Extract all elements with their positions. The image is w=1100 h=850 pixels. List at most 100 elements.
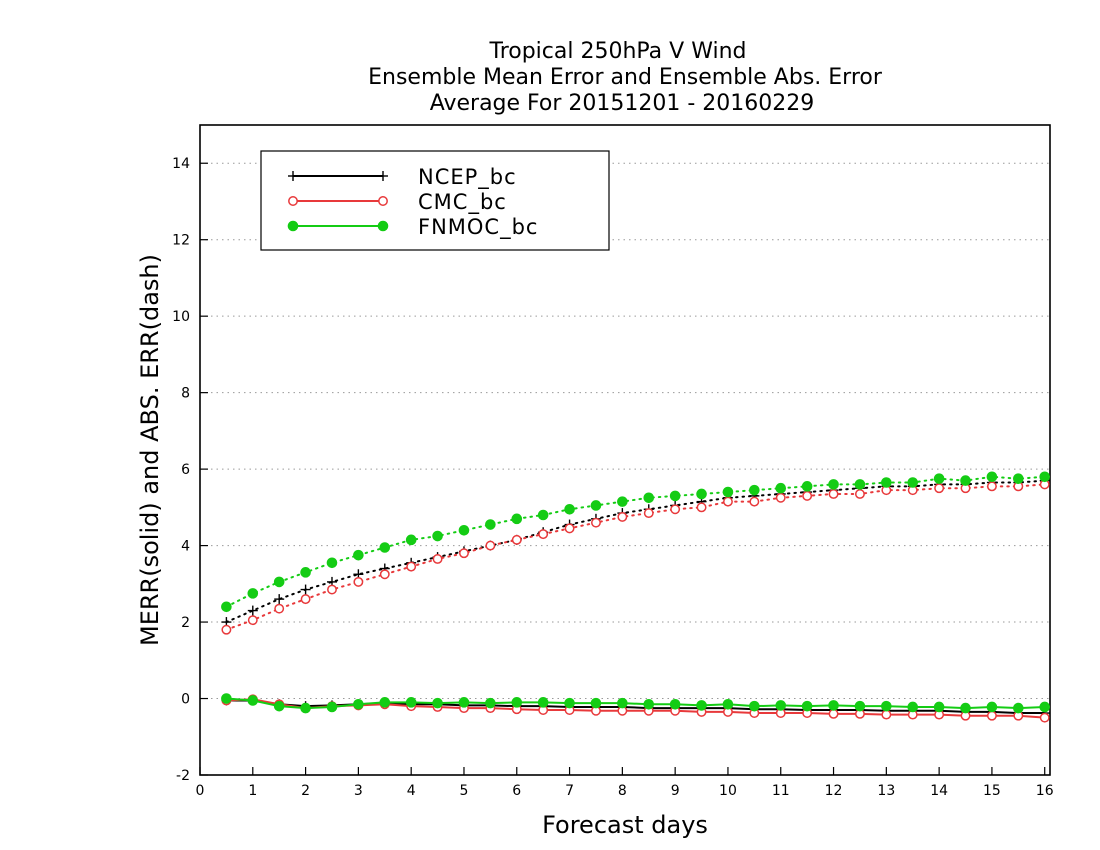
merr-point: [881, 709, 892, 720]
abs-err-point: [379, 569, 390, 580]
abs-err-point: [933, 473, 945, 484]
abs-err-point: [273, 576, 285, 588]
merr-point: [1013, 702, 1024, 714]
y-tick-label: 14: [172, 156, 190, 172]
merr-point: [854, 700, 866, 712]
legend-marker: [287, 220, 299, 232]
chart-title: Tropical 250hPa V Wind Ensemble Mean Err…: [368, 39, 883, 116]
abs-err-point: [591, 517, 601, 528]
abs-err-point: [353, 549, 364, 561]
abs-err-point: [828, 489, 839, 499]
abs-err-point: [881, 477, 892, 488]
abs-err-point: [723, 496, 733, 507]
abs-err-point: [511, 513, 523, 525]
merr-point: [828, 700, 839, 711]
merr-point: [326, 701, 338, 713]
merr-point: [828, 708, 839, 719]
abs-err-point: [406, 561, 417, 572]
abs-err-point: [934, 483, 945, 494]
y-axis-label: MERR(solid) and ABS. ERR(dash): [136, 254, 164, 646]
merr-point: [669, 698, 681, 710]
merr-point: [907, 701, 919, 713]
abs-err-line-ncep-bc: [225, 479, 1046, 624]
merr-point: [986, 701, 998, 713]
abs-err-point: [696, 488, 707, 500]
abs-err-point: [643, 508, 654, 519]
abs-err-point: [274, 594, 285, 605]
merr-point: [405, 697, 417, 708]
y-tick-label: 6: [181, 462, 190, 478]
abs-err-point: [986, 481, 997, 492]
merr-point: [590, 697, 602, 709]
abs-err-point: [617, 496, 628, 507]
abs-err-point: [1013, 473, 1024, 484]
abs-err-point: [617, 511, 628, 522]
y-tick-label: 0: [181, 692, 190, 708]
abs-err-point: [247, 588, 259, 599]
merr-point: [247, 695, 259, 706]
merr-point: [749, 700, 760, 712]
plot-frame: [199, 124, 1051, 776]
series-ncep-bc: [221, 475, 1050, 719]
x-tick-label: 6: [512, 783, 521, 799]
abs-err-point: [221, 624, 232, 635]
abs-err-point: [564, 503, 575, 515]
x-tick-label: 5: [460, 783, 469, 799]
legend-marker: [378, 171, 388, 181]
y-tick-label: 2: [181, 615, 190, 631]
abs-err-point: [854, 479, 866, 490]
title-line-1: Tropical 250hPa V Wind: [488, 39, 746, 64]
abs-err-point: [405, 534, 417, 546]
x-tick-label: 13: [877, 783, 895, 799]
x-tick-label: 15: [983, 783, 1001, 799]
legend-marker: [288, 171, 298, 181]
abs-err-point: [511, 534, 522, 545]
abs-err-point: [247, 605, 258, 616]
x-tick-label: 2: [301, 783, 310, 799]
abs-err-point: [643, 492, 655, 504]
abs-err-point: [353, 576, 364, 587]
x-tick-label: 10: [719, 783, 737, 799]
abs-err-point: [564, 523, 575, 534]
y-tick-label: 4: [181, 539, 190, 555]
y-tick-label: 8: [181, 386, 190, 402]
abs-err-point: [749, 496, 760, 507]
legend-marker: [288, 196, 298, 206]
merr-point: [775, 700, 787, 711]
legend-marker: [378, 196, 388, 206]
merr-point: [300, 702, 311, 714]
x-tick-label: 16: [1036, 783, 1054, 799]
x-tick-label: 14: [930, 783, 948, 799]
abs-err-point: [854, 489, 865, 499]
abs-err-point: [379, 542, 391, 553]
abs-err-point: [960, 475, 971, 486]
x-tick-label: 1: [248, 783, 257, 799]
abs-err-point: [907, 477, 919, 488]
merr-point: [564, 697, 575, 709]
abs-err-point: [326, 557, 338, 569]
abs-err-point: [485, 540, 496, 551]
abs-err-point: [247, 615, 258, 626]
x-tick-label: 12: [825, 783, 843, 799]
abs-err-point: [432, 530, 443, 542]
abs-err-point: [327, 584, 337, 595]
merr-point: [458, 697, 470, 708]
series-cmc-bc: [221, 479, 1050, 723]
merr-point: [432, 697, 443, 709]
merr-point: [722, 698, 734, 710]
legend-label: FNMOC_bc: [418, 215, 538, 240]
abs-err-point: [300, 594, 311, 605]
merr-point: [273, 700, 285, 712]
title-line-2: Ensemble Mean Error and Ensemble Abs. Er…: [368, 65, 883, 90]
series-fnmoc-bc: [221, 471, 1051, 714]
merr-point: [537, 697, 549, 708]
abs-err-point: [775, 482, 787, 494]
x-axis-label: Forecast days: [542, 811, 708, 839]
abs-err-point: [828, 479, 839, 490]
abs-err-point: [749, 484, 760, 496]
plot-series: [221, 471, 1051, 723]
abs-err-point: [669, 490, 681, 502]
x-tick-label: 7: [565, 783, 574, 799]
